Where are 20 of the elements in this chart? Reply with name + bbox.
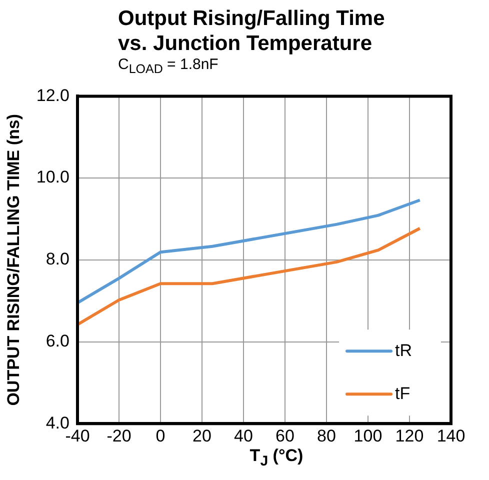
legend-label: tF bbox=[395, 384, 410, 403]
x-tick-label: 140 bbox=[436, 426, 466, 446]
x-tick-label: 60 bbox=[276, 426, 294, 446]
x-tick-label: 120 bbox=[395, 426, 424, 446]
x-tick-label: 20 bbox=[192, 426, 212, 446]
chart-title: Output Rising/Falling Time vs. Junction Temperature bbox=[118, 6, 386, 56]
x-tick-label: 100 bbox=[354, 426, 382, 446]
y-tick-label: 8.0 bbox=[46, 250, 70, 269]
x-axis-title: T$_{J}$ (°C) bbox=[248, 446, 304, 472]
y-tick-label: 4.0 bbox=[46, 413, 70, 432]
x-tick-label: 80 bbox=[317, 426, 336, 446]
y-axis-title: OUTPUT RISING/FALLING TIME (ns) bbox=[4, 114, 23, 406]
x-tick-label: -20 bbox=[106, 426, 132, 446]
chart-subtitle: C$_{LOAD}$ = 1.8nF bbox=[118, 56, 220, 78]
legend-label: tR bbox=[395, 340, 412, 360]
x-tick-label: 0 bbox=[156, 426, 166, 446]
y-tick-label: 10.0 bbox=[36, 168, 70, 187]
y-tick-label: 12.0 bbox=[36, 86, 70, 105]
y-tick-label: 6.0 bbox=[46, 331, 70, 350]
x-tick-label: 40 bbox=[234, 426, 253, 446]
